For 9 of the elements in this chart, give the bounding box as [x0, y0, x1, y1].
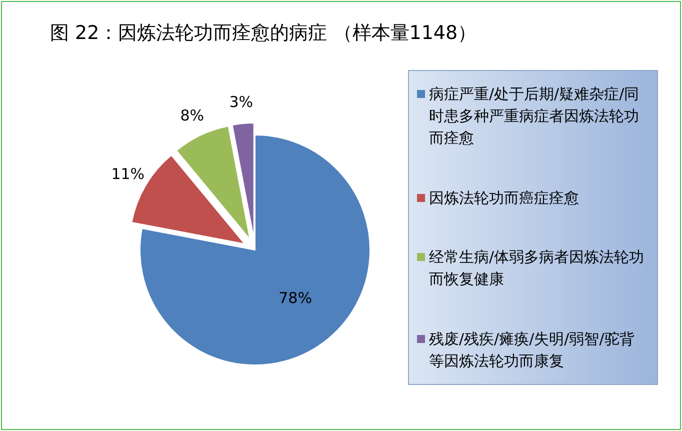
chart-title: 图 22：因炼法轮功而痊愈的病症 （样本量1148）	[50, 21, 477, 46]
legend-label: 经常生病/体弱多病者因炼法轮功而恢复健康	[429, 247, 646, 290]
data-label: 78%	[278, 288, 312, 307]
legend-label: 病症严重/处于后期/疑难杂症/同时患多种严重病症者因炼法轮功而痊愈	[429, 84, 640, 149]
legend-label: 因炼法轮功而癌症痊愈	[429, 188, 579, 209]
data-label: 11%	[111, 164, 145, 183]
legend-label: 残废/残疾/瘫痪/失明/弱智/驼背等因炼法轮功而康复	[429, 328, 636, 372]
data-label: 8%	[180, 106, 204, 124]
data-label: 3%	[229, 93, 253, 112]
